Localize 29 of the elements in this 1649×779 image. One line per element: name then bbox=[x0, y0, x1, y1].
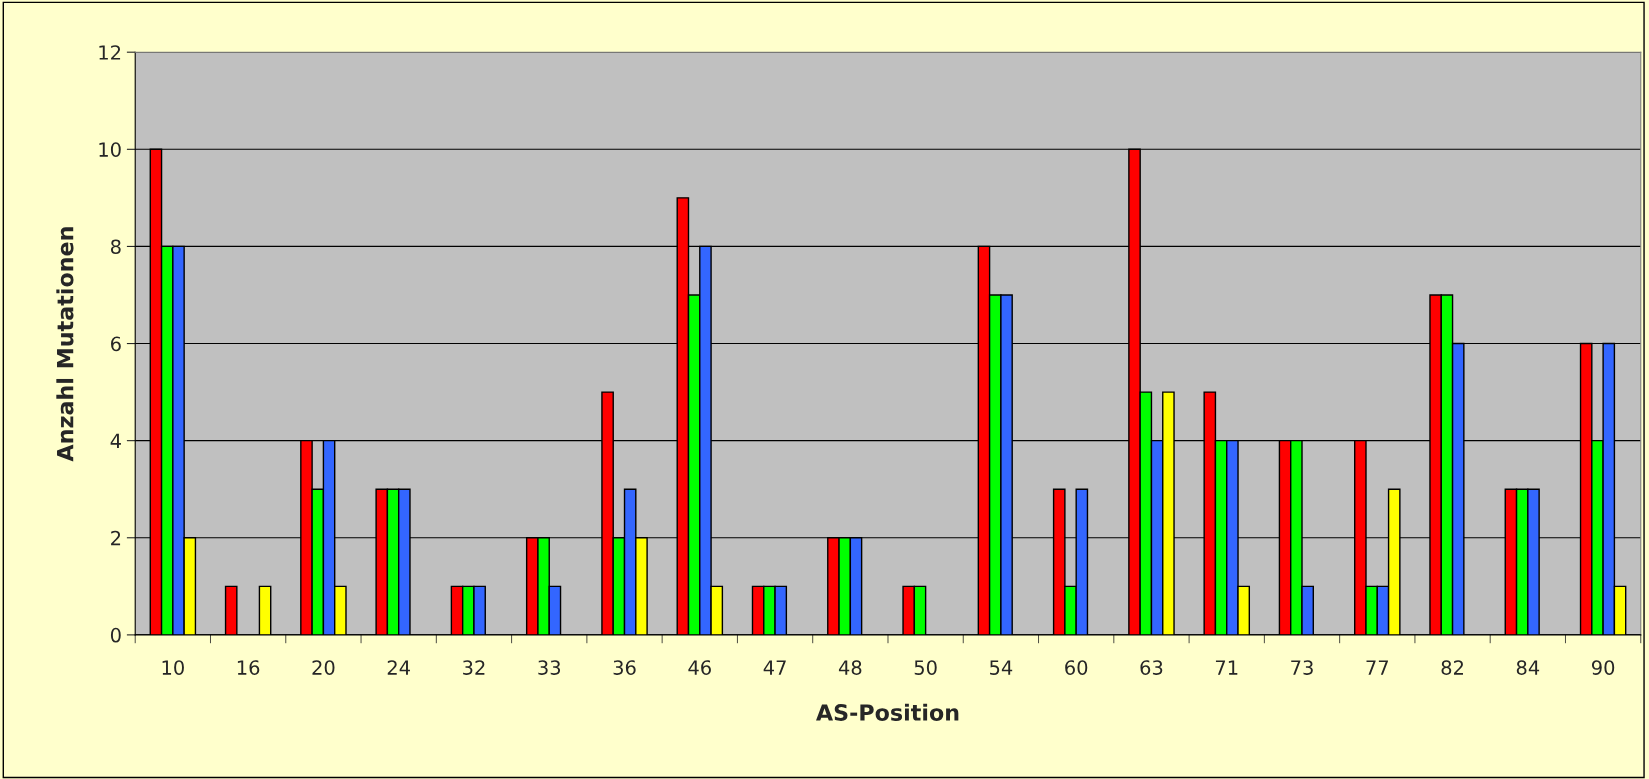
y-tick-label: 8 bbox=[110, 239, 121, 255]
x-tick-label: 63 bbox=[1140, 660, 1163, 675]
x-tick-label: 60 bbox=[1065, 660, 1088, 675]
y-axis-title: Anzahl Mutationen bbox=[56, 227, 74, 462]
x-tick-label: 77 bbox=[1366, 660, 1388, 675]
x-tick-label: 24 bbox=[387, 660, 410, 675]
x-tick-label: 47 bbox=[763, 660, 786, 675]
x-tick-label: 54 bbox=[990, 660, 1013, 675]
x-tick-label: 48 bbox=[838, 660, 862, 675]
x-axis-title: AS-Position bbox=[816, 703, 959, 721]
x-tick-label: 50 bbox=[914, 660, 937, 675]
x-tick-label: 90 bbox=[1591, 660, 1615, 675]
x-tick-label: 10 bbox=[162, 660, 184, 675]
x-tick-label: 82 bbox=[1441, 660, 1463, 675]
x-tick-label: 20 bbox=[312, 660, 335, 675]
y-tick-label: 4 bbox=[110, 433, 121, 449]
y-tick-label: 0 bbox=[110, 627, 121, 643]
x-tick-label: 36 bbox=[613, 660, 636, 675]
x-tick-label: 33 bbox=[538, 660, 561, 675]
x-tick-label: 73 bbox=[1291, 660, 1313, 675]
y-tick-label: 10 bbox=[99, 142, 121, 157]
y-tick-label: 6 bbox=[111, 336, 121, 352]
x-tick-label: 16 bbox=[237, 660, 260, 675]
x-tick-label: 84 bbox=[1516, 660, 1540, 675]
x-tick-label: 71 bbox=[1215, 660, 1238, 675]
x-tick-label: 32 bbox=[463, 660, 485, 675]
x-tick-label: 46 bbox=[688, 660, 711, 675]
y-tick-label: 2 bbox=[111, 530, 121, 546]
y-tick-label: 12 bbox=[99, 45, 121, 60]
